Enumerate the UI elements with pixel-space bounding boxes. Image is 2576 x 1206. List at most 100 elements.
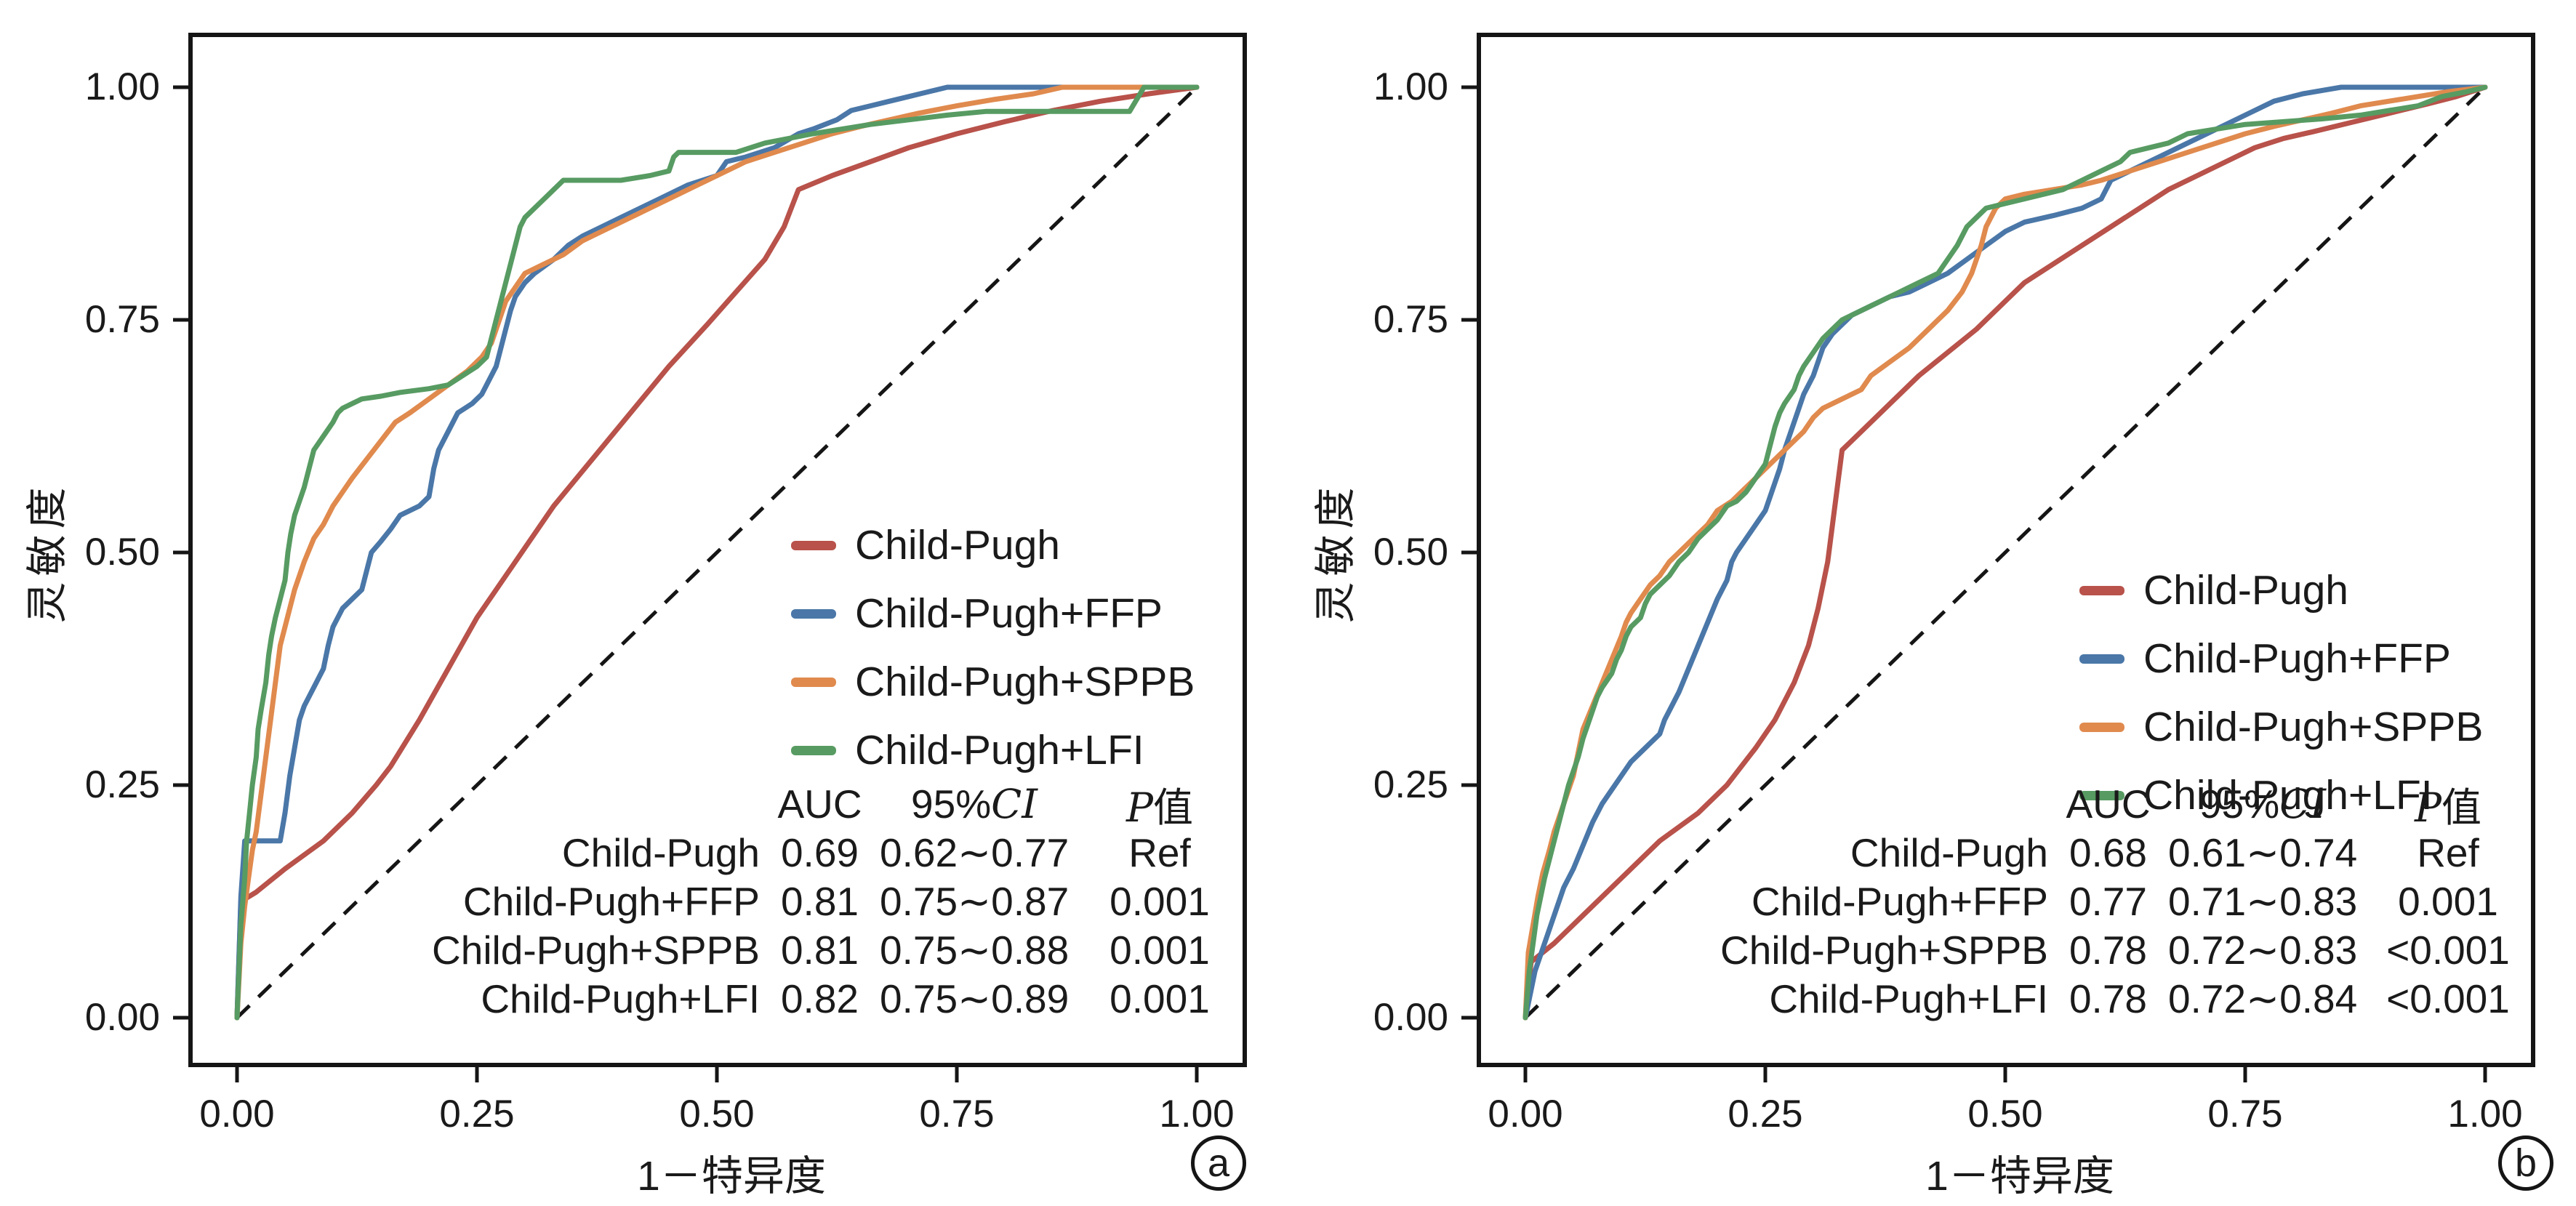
p-value: Ref <box>2417 829 2479 875</box>
p-value: 0.001 <box>1110 976 1210 1021</box>
legend-line-swatch <box>2079 790 2124 800</box>
y-tick-label: 0.25 <box>1373 763 1448 806</box>
legend-line-swatch <box>791 745 836 755</box>
p-value: 0.001 <box>2398 878 2498 924</box>
panel-letter-badge: a <box>1191 1135 1246 1191</box>
auc-value: 0.69 <box>780 829 859 875</box>
ci-value: 0.75∼0.88 <box>880 927 1070 973</box>
y-tick-label: 1.00 <box>84 65 160 108</box>
y-tick-label: 0.00 <box>84 996 160 1039</box>
p-column-header: P值 <box>1126 784 1194 831</box>
row-label: Child-Pugh+SPPB <box>432 927 760 973</box>
legend-item: Child-Pugh+FFP <box>2079 624 2451 693</box>
p-value: 0.001 <box>1110 927 1210 973</box>
y-tick-label: 1.00 <box>1373 65 1448 108</box>
row-label: Child-Pugh <box>561 829 760 875</box>
y-tick-label: 0.75 <box>1373 298 1448 341</box>
legend-item-label: Child-Pugh <box>2143 567 2348 614</box>
row-label: Child-Pugh+LFI <box>481 976 760 1021</box>
p-column-header: P值 <box>2414 784 2482 831</box>
legend-item-label: Child-Pugh+FFP <box>2143 635 2451 682</box>
p-value: Ref <box>1128 829 1191 875</box>
table-row: Child-Pugh+SPPB 0.81 0.75∼0.88 0.001 <box>182 925 1251 974</box>
panel-letter-badge: b <box>2498 1135 2553 1191</box>
p-value: <0.001 <box>2386 927 2510 973</box>
ci-value: 0.72∼0.84 <box>2168 976 2358 1021</box>
ci-column-header: 95%CI <box>911 780 1038 827</box>
ci-value: 0.71∼0.83 <box>2168 878 2358 924</box>
table-header-row: AUC 95%CI P值 <box>182 779 1251 831</box>
auc-value: 0.81 <box>780 927 859 973</box>
table-header-row: AUC 95%CI P值 <box>1470 779 2539 831</box>
legend-line-swatch <box>2079 722 2124 732</box>
x-tick-label: 1.00 <box>2447 1093 2523 1135</box>
legend-line-swatch <box>791 540 836 550</box>
row-label: Child-Pugh+FFP <box>1751 878 2048 924</box>
roc-chart-b <box>1461 33 2535 1082</box>
x-tick-label: 0.25 <box>1728 1093 1803 1135</box>
table-row: Child-Pugh+FFP 0.77 0.71∼0.83 0.001 <box>1470 877 2539 925</box>
legend-item: Child-Pugh+LFI <box>2079 761 2433 829</box>
y-tick-label: 0.25 <box>84 763 160 806</box>
roc-chart-a <box>173 33 1247 1082</box>
legend-item: Child-Pugh <box>2079 556 2348 624</box>
table-row: Child-Pugh 0.68 0.61∼0.74 Ref <box>1470 828 2539 877</box>
legend-line-swatch <box>791 677 836 687</box>
auc-column-header: AUC <box>777 781 862 827</box>
auc-value: 0.82 <box>780 976 859 1021</box>
ci-value: 0.75∼0.89 <box>880 976 1070 1021</box>
table-row: Child-Pugh+LFI 0.82 0.75∼0.89 0.001 <box>182 974 1251 1023</box>
ci-value: 0.61∼0.74 <box>2168 829 2358 875</box>
legend-line-swatch <box>2079 654 2124 664</box>
p-value: <0.001 <box>2386 976 2510 1021</box>
legend-item: Child-Pugh+SPPB <box>2079 693 2483 761</box>
legend-item-label: Child-Pugh+FFP <box>855 590 1163 637</box>
auc-value: 0.78 <box>2069 927 2148 973</box>
p-value: 0.001 <box>1110 878 1210 924</box>
ci-value: 0.62∼0.77 <box>880 829 1070 875</box>
y-tick-label: 0.50 <box>1373 531 1448 574</box>
x-tick-label: 0.00 <box>1488 1093 1563 1135</box>
row-label: Child-Pugh+SPPB <box>1720 927 2048 973</box>
x-axis-label: 1－特异度 <box>1925 1153 2114 1199</box>
auc-value: 0.81 <box>780 878 859 924</box>
y-tick-label: 0.50 <box>84 531 160 574</box>
x-tick-label: 0.75 <box>2207 1093 2283 1135</box>
legend-line-swatch <box>2079 585 2124 595</box>
x-tick-label: 0.50 <box>1967 1093 2043 1135</box>
x-tick-label: 0.00 <box>199 1093 275 1135</box>
auc-value: 0.77 <box>2069 878 2148 924</box>
ci-column-header: 95%CI <box>2199 780 2326 827</box>
legend-item-label: Child-Pugh <box>855 522 1060 568</box>
legend-item: Child-Pugh+FFP <box>791 579 1163 648</box>
x-tick-label: 1.00 <box>1159 1093 1235 1135</box>
auc-column-header: AUC <box>2066 781 2151 827</box>
legend-item-label: Child-Pugh+SPPB <box>2143 704 2484 750</box>
legend-item: Child-Pugh+SPPB <box>791 648 1195 716</box>
table-row: Child-Pugh+SPPB 0.78 0.72∼0.83 <0.001 <box>1470 925 2539 974</box>
table-row: Child-Pugh+FFP 0.81 0.75∼0.87 0.001 <box>182 877 1251 925</box>
y-tick-label: 0.75 <box>84 298 160 341</box>
row-label: Child-Pugh+FFP <box>462 878 760 924</box>
x-tick-label: 0.50 <box>679 1093 755 1135</box>
ci-value: 0.72∼0.83 <box>2168 927 2358 973</box>
legend-item-label: Child-Pugh+LFI <box>2143 772 2433 819</box>
x-axis-label: 1－特异度 <box>637 1153 826 1199</box>
roc-panel-b: 灵敏度 1－特异度 0.00 0.25 0.50 0.75 1.00 0.00 … <box>1288 0 2576 1206</box>
row-label: Child-Pugh+LFI <box>1769 976 2048 1021</box>
legend-item-label: Child-Pugh+LFI <box>855 727 1144 773</box>
x-tick-label: 0.25 <box>439 1093 515 1135</box>
roc-panel-a: 灵敏度 1－特异度 0.00 0.25 0.50 0.75 1.00 0.00 … <box>24 33 1251 1199</box>
auc-value: 0.68 <box>2069 829 2148 875</box>
y-tick-label: 0.00 <box>1373 996 1448 1039</box>
x-tick-label: 0.75 <box>919 1093 995 1135</box>
ci-value: 0.75∼0.87 <box>880 878 1070 924</box>
table-row: Child-Pugh 0.69 0.62∼0.77 Ref <box>182 828 1251 877</box>
legend-line-swatch <box>791 608 836 619</box>
legend-item: Child-Pugh <box>791 511 1060 579</box>
legend-item: Child-Pugh+LFI <box>791 716 1144 784</box>
auc-value: 0.78 <box>2069 976 2148 1021</box>
table-row: Child-Pugh+LFI 0.78 0.72∼0.84 <0.001 <box>1470 974 2539 1023</box>
legend-item-label: Child-Pugh+SPPB <box>855 659 1195 705</box>
